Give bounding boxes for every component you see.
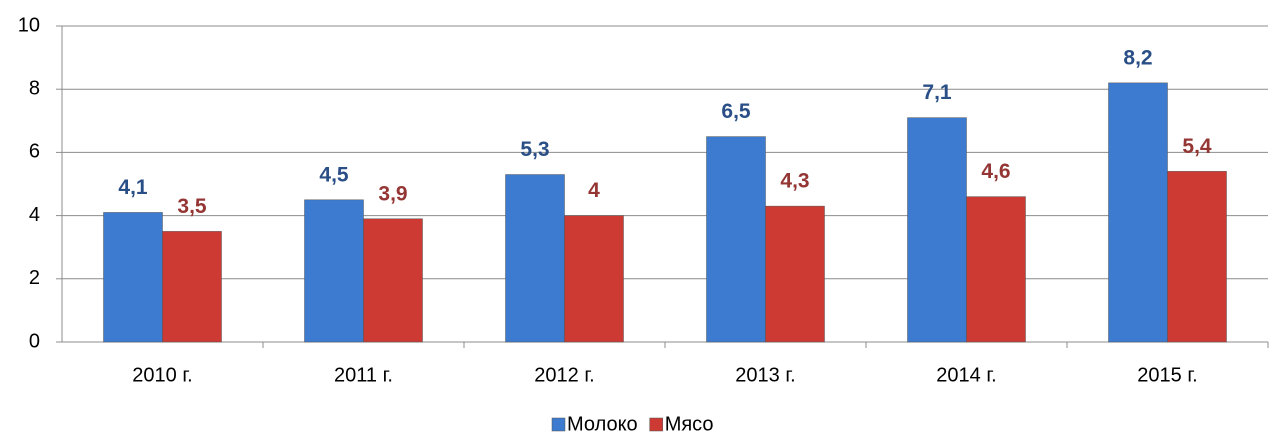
value-label: 5,4	[1182, 135, 1212, 158]
bar	[966, 196, 1026, 343]
x-tick-label: 2010 г.	[132, 364, 192, 386]
y-tick-label: 8	[29, 77, 40, 99]
x-tick-label: 2011 г.	[334, 364, 393, 386]
value-label: 8,2	[1123, 46, 1152, 69]
bar	[162, 231, 222, 343]
bar	[706, 136, 766, 343]
value-label: 4,1	[118, 176, 148, 199]
x-tick-label: 2014 г.	[936, 364, 996, 386]
bar	[765, 205, 825, 343]
bar	[103, 212, 163, 343]
bar	[1108, 82, 1168, 343]
value-label: 3,5	[177, 195, 207, 218]
value-label: 6,5	[721, 100, 751, 123]
value-label: 4,6	[981, 160, 1010, 183]
bar	[1167, 171, 1227, 343]
value-label: 4	[588, 179, 600, 202]
bar	[363, 218, 423, 343]
y-tick-label: 6	[29, 141, 40, 163]
bar	[304, 199, 364, 343]
legend-swatch	[649, 417, 663, 432]
y-tick-label: 0	[29, 330, 40, 352]
value-label: 5,3	[520, 138, 549, 161]
legend-label: Мясо	[665, 413, 714, 435]
value-label: 7,1	[922, 81, 952, 104]
x-tick-label: 2013 г.	[735, 364, 795, 386]
value-label: 4,5	[319, 163, 349, 186]
x-tick-label: 2015 г.	[1137, 364, 1197, 386]
y-tick-label: 4	[29, 204, 40, 226]
bar	[564, 215, 624, 343]
y-tick-label: 10	[18, 14, 40, 36]
legend-label: Молоко	[567, 413, 638, 435]
x-tick-label: 2012 г.	[534, 364, 594, 386]
y-tick-label: 2	[29, 267, 40, 289]
value-label: 4,3	[780, 170, 809, 193]
legend-swatch	[551, 417, 566, 432]
value-label: 3,9	[378, 182, 407, 205]
bar	[505, 174, 565, 343]
bar	[907, 117, 967, 343]
